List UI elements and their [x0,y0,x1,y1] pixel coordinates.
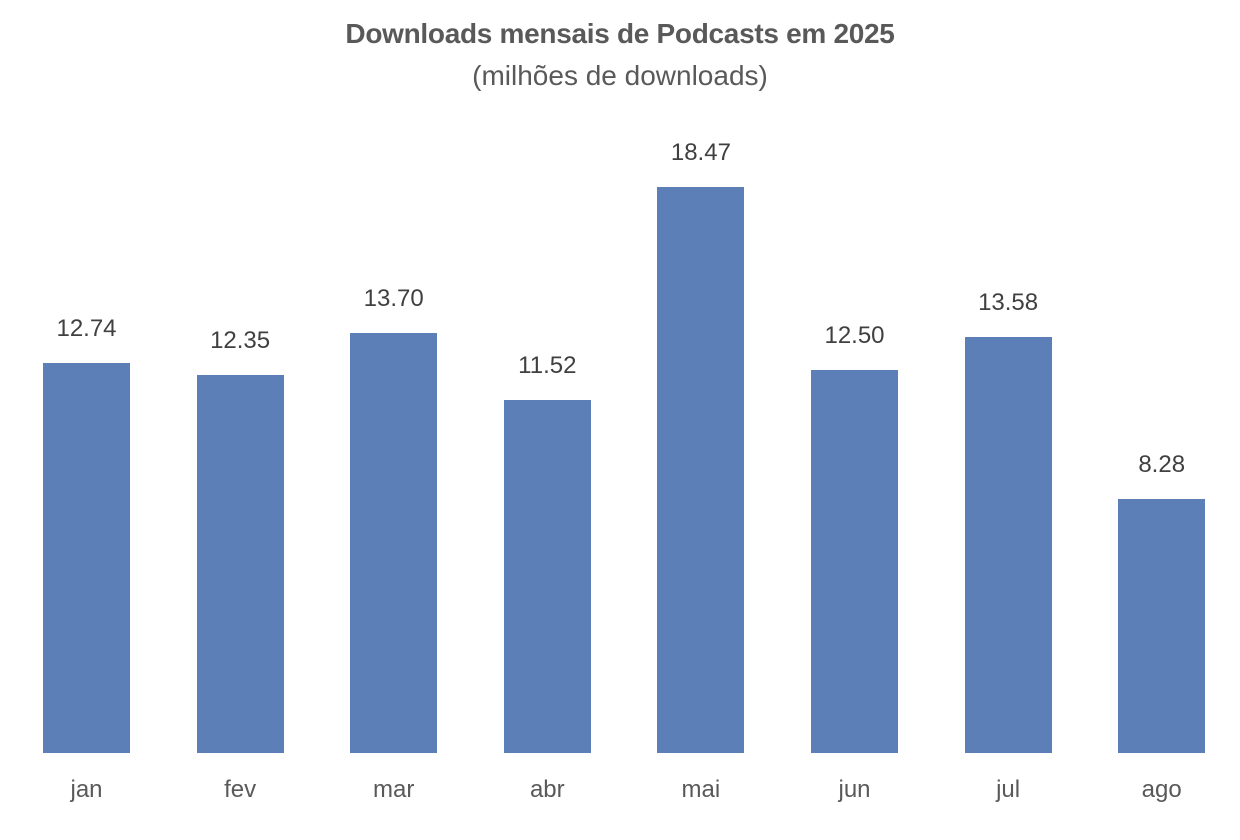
bar-jun [811,369,898,753]
x-axis-label: ago [1141,776,1182,803]
data-label: 12.74 [56,314,117,342]
bar-abr [503,399,591,753]
x-axis-label: mai [681,776,721,803]
x-axis-label: jan [70,776,103,803]
data-label: 12.50 [824,321,885,349]
x-axis-label: fev [224,776,257,803]
data-label: 18.47 [670,139,731,166]
bar-fev [196,374,284,753]
chart-subtitle: (milhões de downloads) [472,60,768,91]
x-axis-label: mar [373,776,415,803]
x-axis-label: jul [996,776,1021,803]
bar-mai [657,187,745,753]
data-label: 13.58 [978,288,1039,316]
bar-jul [964,336,1052,753]
data-label: 11.52 [518,351,577,379]
x-axis-label: jun [838,776,871,803]
data-label: 8.28 [1138,451,1186,479]
data-label: 13.70 [363,285,424,313]
bar-mar [350,333,438,753]
chart-title: Downloads mensais de Podcasts em 2025 [345,18,895,49]
data-label: 12.35 [210,326,271,354]
bar-jan [43,362,130,753]
bar-ago [1118,499,1206,753]
x-axis-label: abr [529,776,565,803]
